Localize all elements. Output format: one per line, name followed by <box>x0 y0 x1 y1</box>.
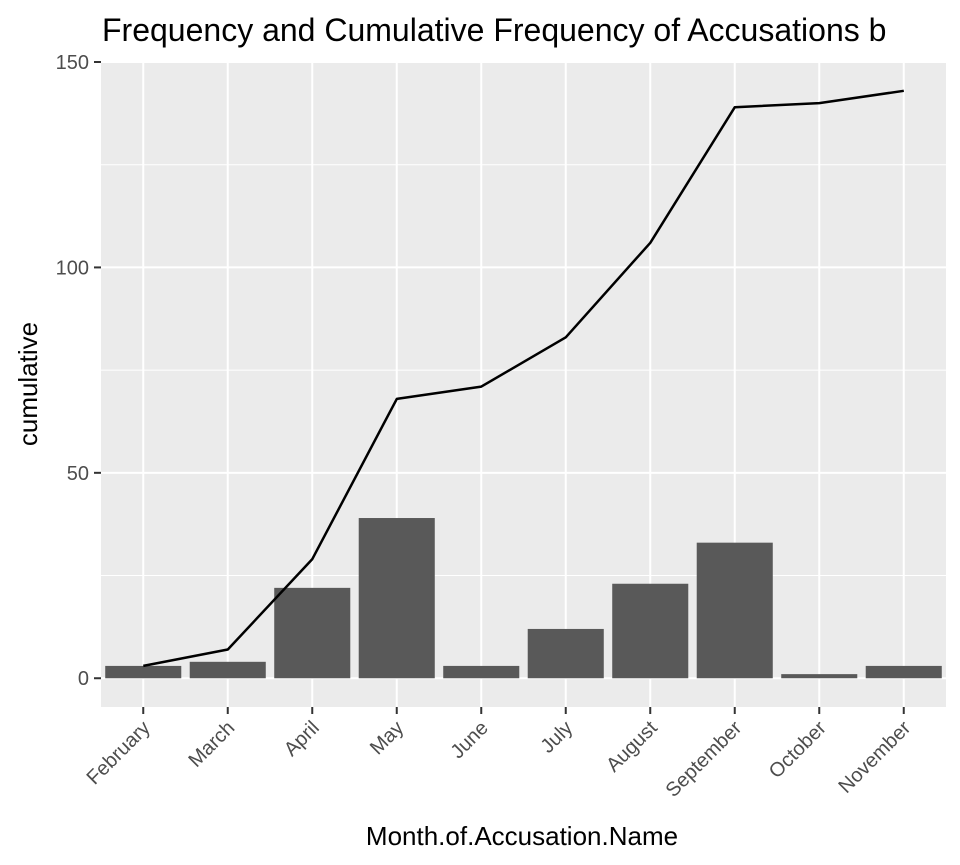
y-tick-label: 50 <box>67 463 89 485</box>
bar-may <box>359 518 435 678</box>
y-axis-title: cumulative <box>13 322 43 446</box>
bar-august <box>612 584 688 678</box>
x-tick-label: May <box>366 717 408 759</box>
y-axis: 0 50 100 150 <box>56 52 101 690</box>
y-tick-label: 100 <box>56 257 89 279</box>
chart-title: Frequency and Cumulative Frequency of Ac… <box>102 12 886 48</box>
bar-february <box>105 666 181 678</box>
bar-july <box>528 629 604 678</box>
y-tick-label: 0 <box>78 668 89 690</box>
x-tick-label: November <box>834 717 915 798</box>
bar-september <box>697 543 773 679</box>
x-tick-label: February <box>83 717 155 789</box>
x-tick-label: September <box>662 717 747 802</box>
x-tick-label: August <box>602 717 662 777</box>
bar-april <box>274 588 350 678</box>
y-tick-label: 150 <box>56 52 89 74</box>
bar-march <box>190 662 266 678</box>
bar-june <box>443 666 519 678</box>
x-tick-label: March <box>184 717 239 772</box>
bar-october <box>781 674 857 678</box>
x-axis-title: Month.of.Accusation.Name <box>366 821 678 851</box>
x-tick-label: June <box>447 717 493 763</box>
x-tick-label: April <box>280 717 324 761</box>
bar-november <box>866 666 942 678</box>
x-tick-label: July <box>537 717 578 758</box>
x-axis: February March April May June July August Septe… <box>83 707 916 802</box>
x-tick-label: October <box>765 717 831 783</box>
